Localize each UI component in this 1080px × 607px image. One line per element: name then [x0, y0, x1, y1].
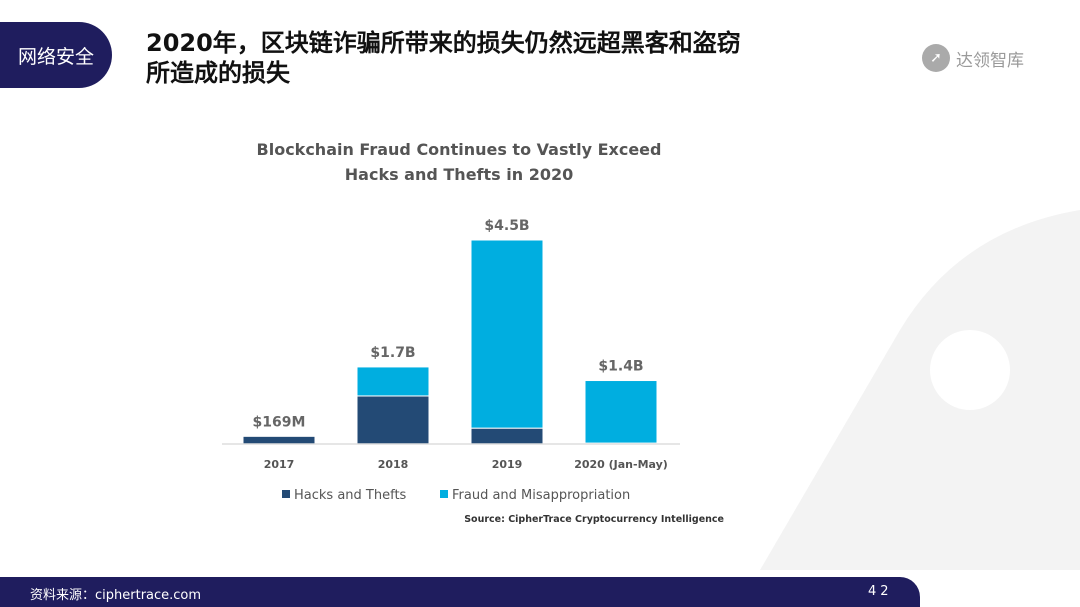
bar-hacks-1: [356, 395, 430, 445]
footer-source: 资料来源：ciphertrace.com: [30, 588, 202, 603]
x-tick-label: 2018: [378, 458, 409, 471]
page-number: 42: [868, 584, 893, 599]
data-label: $169M: [253, 414, 306, 430]
chart: Blockchain Fraud Continues to Vastly Exc…: [222, 140, 724, 525]
legend-swatch-fraud: [440, 490, 448, 498]
decorative-rocket-watermark: [760, 210, 1080, 570]
chart-source: Source: CipherTrace Cryptocurrency Intel…: [464, 514, 724, 525]
x-tick-label: 2020 (Jan-May): [574, 458, 668, 471]
rocket-icon: ➚: [922, 44, 950, 72]
chart-title-2: Hacks and Thefts in 2020: [345, 165, 573, 184]
legend-swatch-hacks: [282, 490, 290, 498]
bar-hacks-2: [470, 427, 544, 445]
page-title: 2020年，区块链诈骗所带来的损失仍然远超黑客和盗窃 所造成的损失: [146, 28, 741, 88]
bar-hacks-0: [242, 435, 316, 445]
x-tick-label: 2017: [264, 458, 295, 471]
data-label: $1.4B: [598, 359, 643, 375]
data-label: $4.5B: [484, 218, 529, 234]
legend-hacks: Hacks and Thefts: [294, 488, 407, 503]
title-line-1: 2020年，区块链诈骗所带来的损失仍然远超黑客和盗窃: [146, 29, 741, 57]
bar-fraud-2: [470, 239, 544, 429]
title-line-2: 所造成的损失: [146, 59, 290, 87]
legend-fraud: Fraud and Misappropriation: [452, 488, 630, 503]
data-label: $1.7B: [370, 345, 415, 361]
logo-text: 达领智库: [956, 50, 1024, 71]
logo: ➚ 达领智库: [922, 44, 1024, 72]
footer: 资料来源：ciphertrace.com 42: [0, 577, 920, 607]
section-tag: 网络安全: [0, 22, 112, 88]
bar-fraud-1: [356, 366, 430, 397]
x-tick-label: 2019: [492, 458, 523, 471]
bar-fraud-3: [584, 380, 658, 444]
chart-title-1: Blockchain Fraud Continues to Vastly Exc…: [257, 140, 662, 159]
